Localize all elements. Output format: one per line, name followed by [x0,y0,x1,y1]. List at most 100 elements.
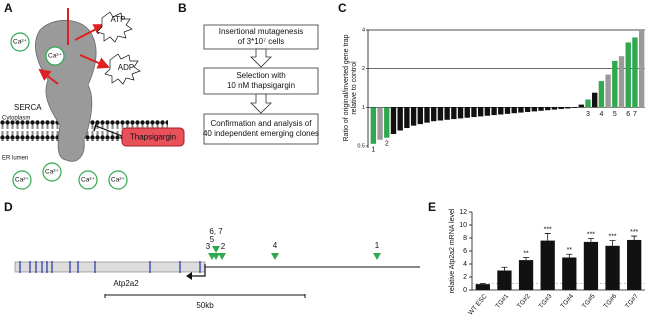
site-label: 6, 7 [209,227,223,236]
bar [627,239,642,290]
bar [444,107,450,120]
error-bar [523,257,530,261]
inhibition-bar [93,120,98,132]
bar [377,107,383,140]
bar [583,241,599,290]
step-text: 40 independent emerging clones [203,129,319,138]
exons [19,261,201,273]
x-tick-label: TG#1 [494,293,510,310]
significance: ** [523,250,529,257]
y-tick-label: 10 [459,222,467,229]
bar [464,107,470,118]
y-tick-label: 8 [463,235,467,242]
arrow [79,54,110,69]
step-text: of 3*10⁷ cells [238,37,284,46]
y-axis-label: relative to control [351,61,358,115]
site-label: 1 [375,241,380,250]
panel-label: A [4,1,13,15]
tss-arrow [191,264,206,277]
y-axis-label: relative Atp2a2 mRNA level [449,208,456,293]
bar-label: 5 [613,111,617,118]
significance: ** [567,247,573,254]
y-tick-label: 2 [362,66,365,72]
bar [404,107,410,129]
bar [397,107,403,131]
site-label: 2 [221,242,226,251]
bar-label: 6 [626,111,630,118]
bar [565,107,571,109]
bar [562,257,577,290]
inhibitor-box [121,127,185,147]
bar [370,107,377,144]
y-tick-label: 4 [362,27,365,33]
bar [498,107,504,115]
error-bar [501,266,508,271]
ion-label: Ca²⁺ [48,53,62,60]
x-tick-label: TG#4 [559,293,575,310]
gene-label: Atp2a2 [113,279,139,288]
ion-label: Ca²⁺ [81,177,95,184]
bar [518,260,534,290]
ion-circle [108,170,128,190]
bar-label: 4 [599,111,603,118]
cytoplasm-label: Cytoplasm [2,116,30,122]
bar-label: 7 [633,111,637,118]
error-bar [479,283,486,285]
panel-label: C [338,1,347,15]
step-text: 10 nM thapsigargin [227,81,295,90]
y-tick-label: 1 [362,105,365,111]
y-tick-label: 6 [463,248,467,255]
flow-arrow [250,48,272,68]
y-tick-label: 0 [463,287,467,294]
burst [104,53,141,85]
burst [96,11,133,43]
bar [477,107,484,117]
panel-label: B [178,1,187,15]
bar-label: 3 [586,111,590,118]
ion-circle [10,32,30,52]
significance: *** [544,226,552,233]
error-bar [631,235,638,240]
y-tick-label: 12 [459,209,467,216]
bar [431,107,437,122]
bar [545,107,551,111]
bar [605,74,611,108]
bar [551,107,558,110]
bar [605,245,620,290]
bar [638,30,645,108]
site-label: 3 [206,242,211,251]
arrow [38,68,59,85]
error-bar [566,253,573,258]
bar [531,107,538,112]
significance: *** [630,229,638,236]
inhibitor-label: Thapsigargin [130,133,176,142]
bar [518,107,524,113]
bar [571,107,578,108]
bar [524,107,531,112]
x-tick-label: TG#7 [624,293,640,310]
bar-label: 2 [385,141,389,148]
bar [390,107,397,135]
step-box [203,24,319,50]
bar [578,104,584,108]
ion-circle [12,170,32,190]
y-tick-label: 2 [463,274,467,281]
x-tick-label: WT ESC [467,293,489,317]
arrow [74,24,106,41]
bar [511,107,517,114]
bar [592,92,598,108]
x-tick-label: TG#5 [581,293,597,310]
x-tick-label: TG#6 [603,293,619,310]
gene-body [14,261,206,273]
atp-label: ATP [111,15,126,24]
ion-circle [45,46,65,66]
bar [618,56,625,108]
step-text: Confirmation and analysis of [211,119,313,128]
bar [504,107,511,114]
ion-label: Ca²⁺ [111,177,125,184]
bar [538,107,544,111]
panel-a: ATP ADP SERCA Cytoplasm ER lumen Thapsig… [0,8,185,190]
bar [625,42,631,108]
